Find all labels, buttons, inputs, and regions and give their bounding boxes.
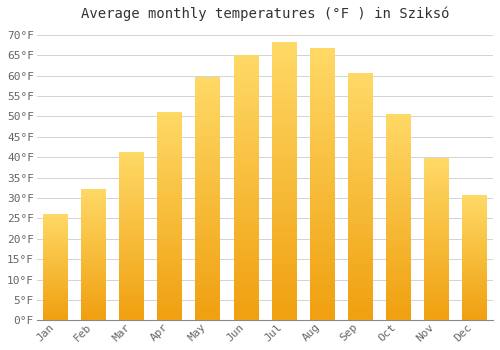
Bar [386,114,410,320]
Bar [44,214,68,320]
Bar [234,55,258,320]
Bar [424,159,448,320]
Bar [196,78,220,320]
Bar [462,196,486,320]
Bar [272,43,296,320]
Bar [158,112,182,320]
Bar [82,190,106,320]
Bar [348,74,372,320]
Bar [120,153,144,320]
Bar [310,49,334,320]
Title: Average monthly temperatures (°F ) in Sziksó: Average monthly temperatures (°F ) in Sz… [80,7,449,21]
